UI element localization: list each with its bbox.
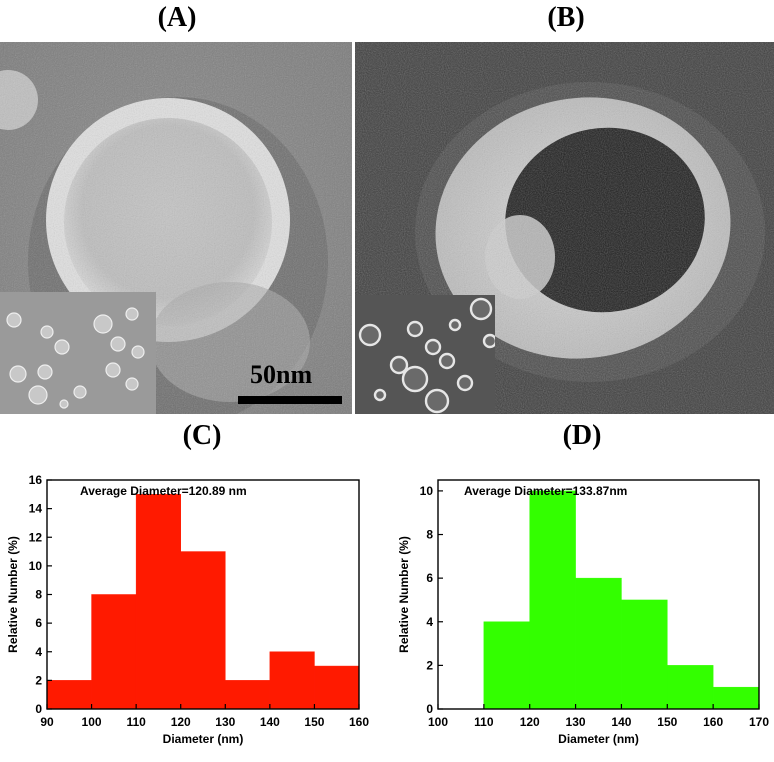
y-tick-label: 0 xyxy=(426,702,433,716)
x-tick-label: 140 xyxy=(611,715,631,729)
y-tick-label: 2 xyxy=(426,658,433,672)
panel-label-c: (C) xyxy=(182,420,222,451)
x-tick-label: 120 xyxy=(520,715,540,729)
x-tick-label: 150 xyxy=(304,715,324,729)
histogram-bar xyxy=(314,665,360,710)
y-tick-label: 4 xyxy=(426,615,433,629)
histogram-d: 100 110 120 130 140 150 160 170 0 2 4 6 8 10 Diameter … xyxy=(397,479,769,746)
x-tick-label: 160 xyxy=(349,715,369,729)
histogram-bar xyxy=(46,680,92,710)
histogram-bar xyxy=(529,490,576,710)
histogram-bar xyxy=(667,665,714,710)
histogram-bar xyxy=(483,621,530,710)
histogram-bar xyxy=(269,651,315,710)
x-tick-label: 170 xyxy=(749,715,769,729)
y-axis-title: Relative Number (%) xyxy=(6,536,20,653)
scale-bar-label: 50nm xyxy=(250,360,313,389)
average-diameter-annotation: Average Diameter=120.89 nm xyxy=(80,484,247,498)
x-tick-label: 130 xyxy=(215,715,235,729)
micrograph-a-image xyxy=(0,42,352,414)
x-tick-label: 120 xyxy=(171,715,191,729)
x-tick-label: 110 xyxy=(474,715,494,729)
average-diameter-annotation: Average Diameter=133.87nm xyxy=(464,484,627,498)
y-tick-label: 14 xyxy=(29,502,43,516)
histogram-bar xyxy=(712,686,760,710)
x-tick-label: 140 xyxy=(260,715,280,729)
x-axis-title: Diameter (nm) xyxy=(163,732,244,746)
histogram-bar xyxy=(180,551,226,710)
panel-label-a: (A) xyxy=(157,2,197,33)
x-tick-label: 150 xyxy=(657,715,677,729)
histogram-bar xyxy=(91,594,137,710)
y-tick-label: 2 xyxy=(35,673,42,687)
histogram-bar xyxy=(575,577,622,710)
y-tick-label: 16 xyxy=(29,473,43,487)
micrograph-b xyxy=(355,42,774,414)
x-axis-title: Diameter (nm) xyxy=(558,732,639,746)
histogram-c: 90 100 110 120 130 140 150 160 0 2 4 6 8 10 12 14 16 Diam… xyxy=(6,473,369,746)
x-tick-label: 100 xyxy=(428,715,448,729)
plot-frame xyxy=(437,479,760,710)
y-tick-label: 6 xyxy=(426,571,433,585)
x-tick-label: 160 xyxy=(703,715,723,729)
micrograph-a: 50nm xyxy=(0,42,352,414)
histogram-bar xyxy=(621,599,668,710)
x-tick-label: 130 xyxy=(566,715,586,729)
micrograph-b-inset xyxy=(355,295,495,414)
histogram-bar xyxy=(135,494,181,710)
y-tick-label: 4 xyxy=(35,645,42,659)
panel-label-d: (D) xyxy=(562,420,602,451)
scale-bar xyxy=(238,396,342,404)
y-tick-label: 10 xyxy=(29,559,43,573)
y-tick-label: 8 xyxy=(35,588,42,602)
panel-label-b: (B) xyxy=(547,2,585,33)
y-tick-label: 12 xyxy=(29,530,43,544)
micrograph-a-inset xyxy=(0,292,156,414)
x-tick-label: 90 xyxy=(40,715,54,729)
y-tick-label: 8 xyxy=(426,528,433,542)
x-tick-label: 100 xyxy=(82,715,102,729)
y-tick-label: 10 xyxy=(420,484,434,498)
y-axis-title: Relative Number (%) xyxy=(397,536,411,653)
x-tick-label: 110 xyxy=(126,715,146,729)
y-tick-label: 6 xyxy=(35,616,42,630)
y-tick-label: 0 xyxy=(35,702,42,716)
histogram-bar xyxy=(225,680,271,710)
